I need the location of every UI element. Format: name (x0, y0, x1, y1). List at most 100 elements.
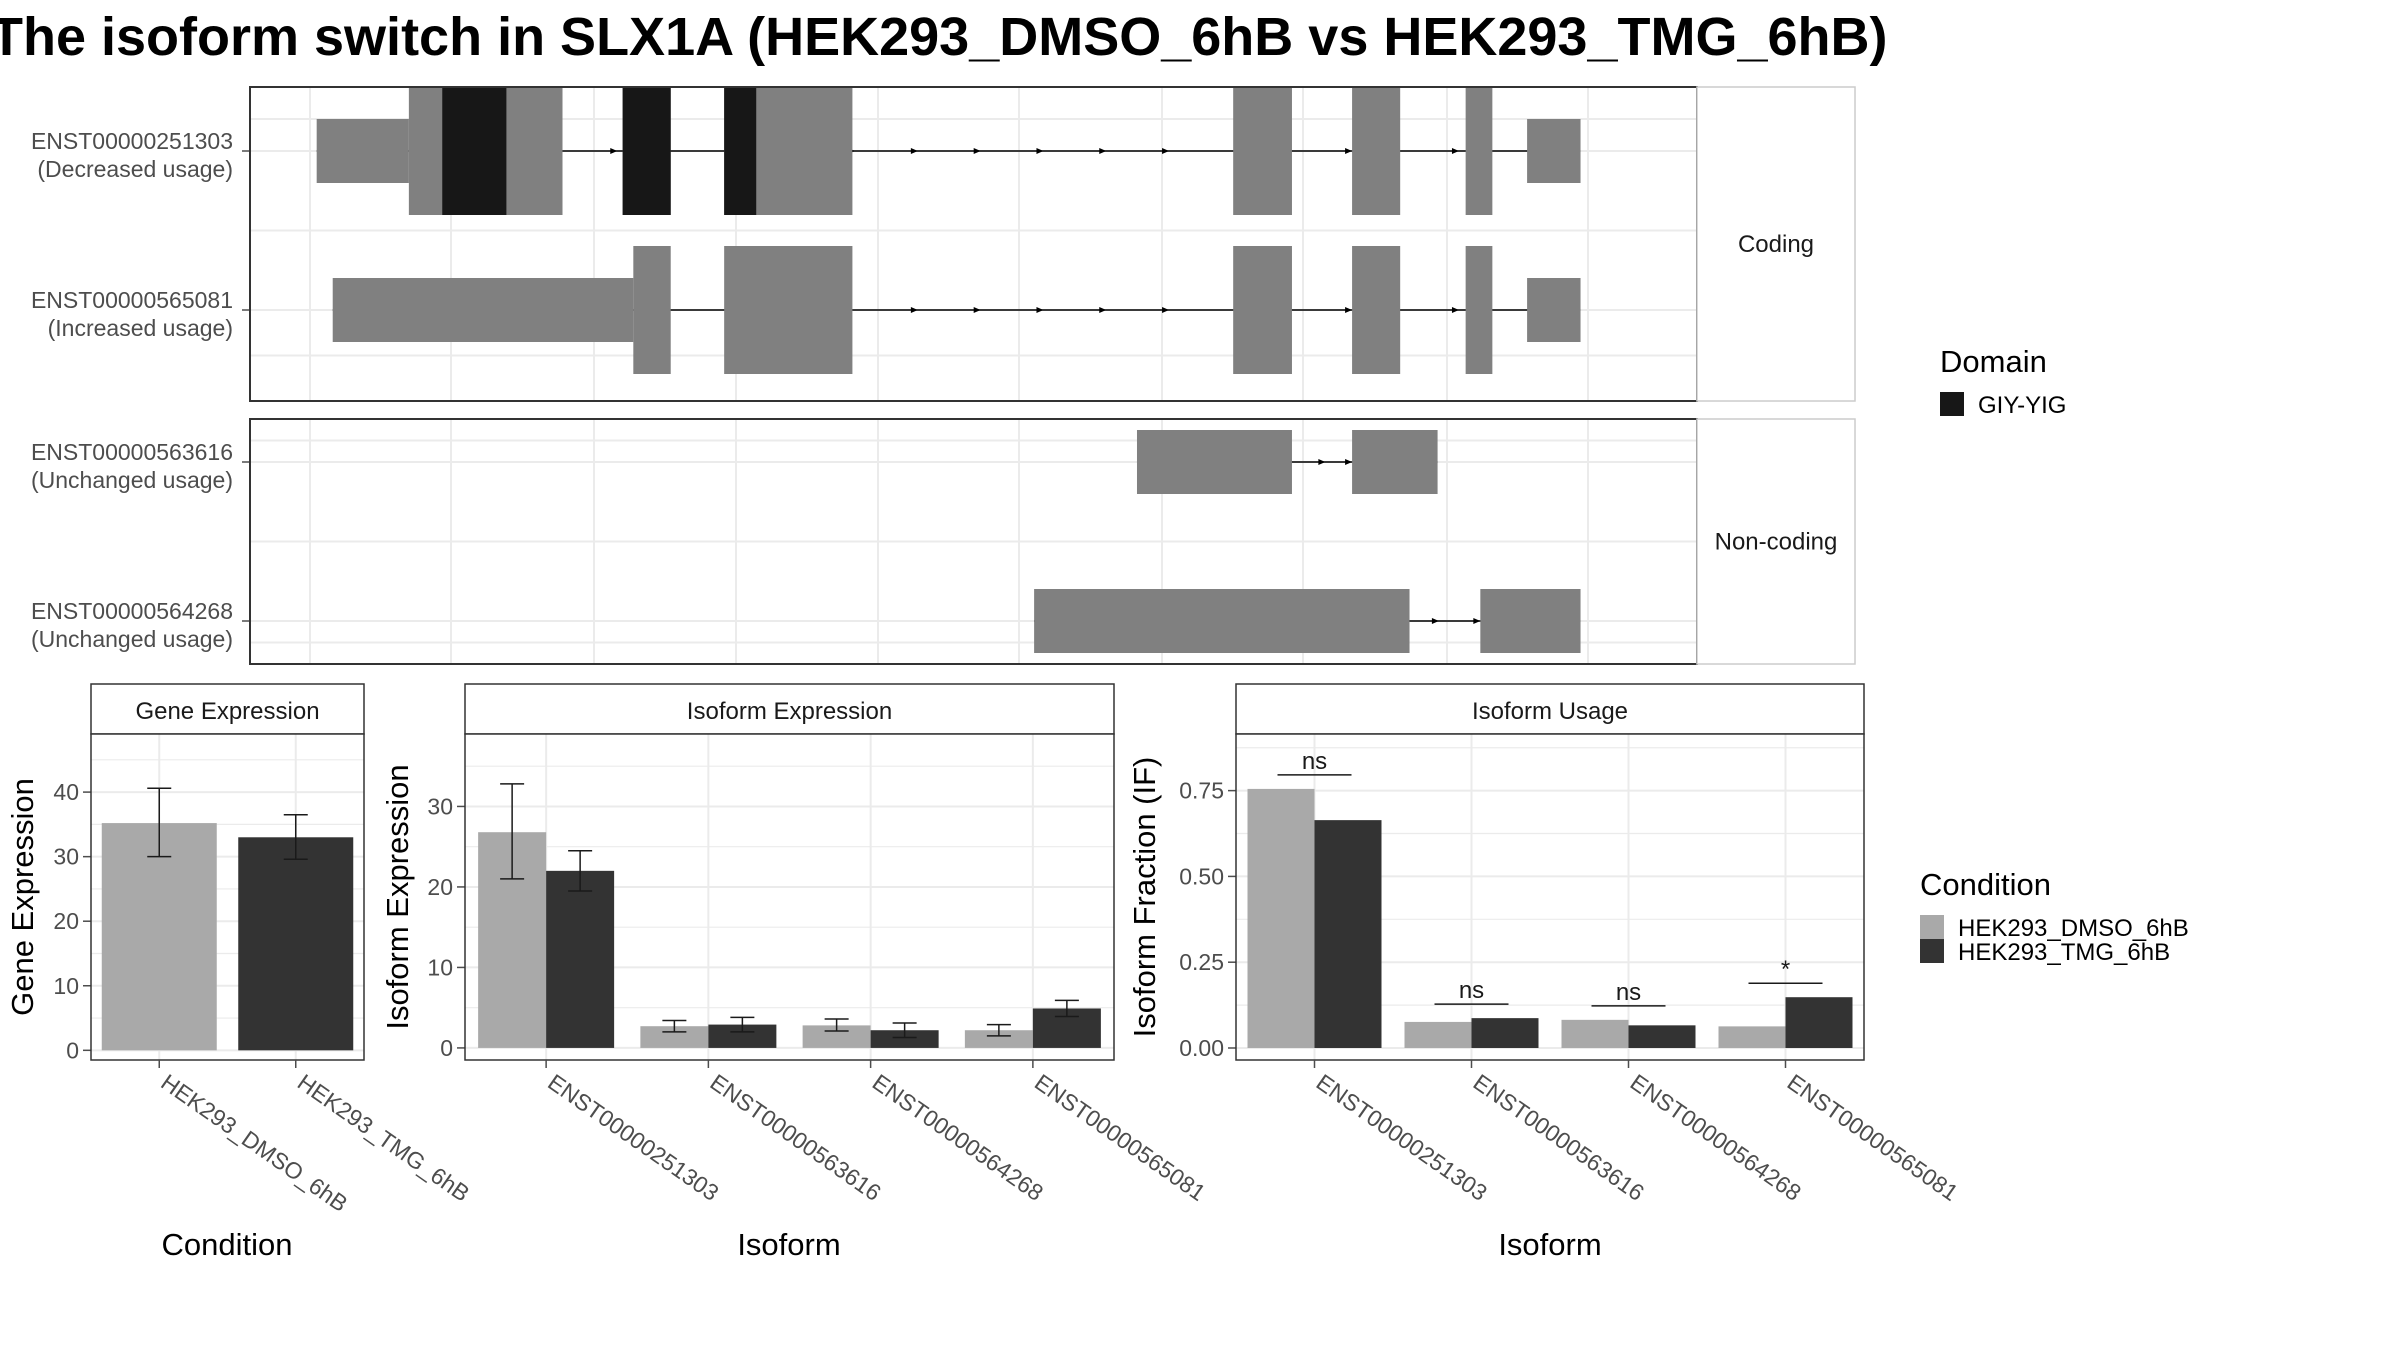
y-tick-label: 0.25 (1179, 949, 1224, 975)
utr-exon (1352, 430, 1438, 494)
utr-exon (316, 119, 409, 183)
intron-arrow (1318, 459, 1326, 465)
y-axis-title: Isoform Fraction (IF) (1127, 757, 1162, 1038)
chart-panel-border (1235, 733, 1865, 1061)
cds-exon (1465, 246, 1493, 374)
domain-legend-swatch (1940, 392, 1964, 416)
cds-exon (1465, 87, 1493, 215)
isoform-usage-label: (Unchanged usage) (31, 626, 233, 652)
chart-panel-border (464, 733, 1115, 1061)
intron-arrow (1036, 148, 1044, 154)
intron-arrow (1099, 307, 1107, 313)
x-axis-title: Isoform (1498, 1227, 1601, 1262)
isoform-usage-label: (Unchanged usage) (31, 467, 233, 493)
intron-arrow (1099, 148, 1107, 154)
intron-arrow (1451, 307, 1459, 313)
x-axis-title: Condition (162, 1227, 293, 1262)
intron-arrow (1162, 148, 1170, 154)
condition-legend-label: HEK293_DMSO_6hB (1958, 915, 2189, 942)
utr-exon (1136, 430, 1292, 494)
y-tick-label: 10 (53, 973, 79, 999)
facet-strip-label: Non-coding (1715, 529, 1838, 556)
chart-strip (464, 683, 1115, 735)
condition-legend-label: HEK293_TMG_6hB (1958, 939, 2170, 966)
isoform-usage-label: (Increased usage) (48, 315, 233, 341)
intron-arrow (1451, 148, 1459, 154)
bar (1471, 1018, 1539, 1048)
bar (1785, 997, 1853, 1048)
chart-title: Isoform Expression (687, 698, 892, 725)
cds-exon (724, 246, 853, 374)
bar (708, 1024, 777, 1048)
isoform-id-label: ENST00000563616 (31, 439, 233, 465)
isoform-id-label: ENST00000565081 (31, 287, 233, 313)
intron-arrow (610, 148, 618, 154)
bar (1247, 788, 1315, 1048)
bar (802, 1025, 871, 1048)
cds-exon (1352, 87, 1401, 215)
bar (1314, 820, 1382, 1048)
utr-exon (1527, 278, 1581, 342)
cds-exon (1233, 87, 1292, 215)
significance-label: ns (1459, 977, 1484, 1004)
isoform-id-label: ENST00000251303 (31, 128, 233, 154)
facet-strip (1696, 418, 1856, 665)
x-tick-label: ENST00000564268 (868, 1069, 1048, 1206)
bar (238, 837, 354, 1051)
intron-arrow (973, 307, 981, 313)
figure-title: The isoform switch in SLX1A (HEK293_DMSO… (0, 7, 1888, 67)
bar-chart-1: Isoform Expression 0 10 20 30 ENST00000251303… (380, 683, 1210, 1262)
y-tick-label: 20 (53, 908, 79, 934)
intron-arrow (1345, 307, 1353, 313)
intron-arrow (1345, 459, 1353, 465)
significance-label: * (1781, 956, 1790, 983)
domain-region (724, 87, 757, 215)
cds-exon (1233, 246, 1292, 374)
condition-legend-swatch (1920, 939, 1944, 963)
domain-region (622, 87, 671, 215)
y-tick-label: 30 (427, 793, 453, 819)
bar (546, 870, 615, 1048)
isoform-structure-panel: ENST00000251303(Decreased usage) ENST0000… (31, 86, 1856, 665)
condition-legend-swatch (1920, 915, 1944, 939)
bar (640, 1026, 709, 1048)
intron-arrow (1473, 618, 1481, 624)
utr-exon (1480, 589, 1581, 653)
y-tick-label: 30 (53, 844, 79, 870)
y-tick-label: 0.00 (1179, 1035, 1224, 1061)
bar (870, 1030, 939, 1048)
bar (964, 1030, 1033, 1048)
y-tick-label: 0 (66, 1037, 79, 1063)
cds-exon (1352, 246, 1401, 374)
x-tick-label: ENST00000564268 (1626, 1069, 1806, 1206)
utr-exon (1034, 589, 1410, 653)
legends: Domain GIY-YIG Condition HEK293_DMSO_6hBHEK… (1920, 344, 2189, 966)
intron-arrow (910, 148, 918, 154)
utr-exon (1527, 119, 1581, 183)
y-tick-label: 40 (53, 779, 79, 805)
chart-title: Isoform Usage (1472, 698, 1628, 725)
bar (101, 823, 217, 1051)
chart-strip (1235, 683, 1865, 735)
bar (1628, 1025, 1696, 1048)
y-axis-title: Isoform Expression (380, 764, 415, 1029)
y-tick-label: 20 (427, 874, 453, 900)
domain-region (442, 87, 507, 215)
chart-title: Gene Expression (135, 698, 319, 725)
domain-legend-label: GIY-YIG (1978, 392, 2066, 419)
isoform-usage-label: (Decreased usage) (37, 156, 233, 182)
intron-arrow (1431, 618, 1439, 624)
significance-label: ns (1302, 748, 1327, 775)
facet-strip (1696, 86, 1856, 402)
y-tick-label: 10 (427, 954, 453, 980)
expression-bar-charts: Gene Expression010203040HEK293_DMSO_6hBH… (5, 683, 1963, 1262)
cds-exon (633, 246, 671, 374)
intron-arrow (1345, 148, 1353, 154)
intron-arrow (910, 307, 918, 313)
bar (1718, 1026, 1786, 1048)
y-tick-label: 0.50 (1179, 863, 1224, 889)
bar (1404, 1021, 1472, 1048)
bar (1561, 1019, 1629, 1048)
intron-arrow (973, 148, 981, 154)
